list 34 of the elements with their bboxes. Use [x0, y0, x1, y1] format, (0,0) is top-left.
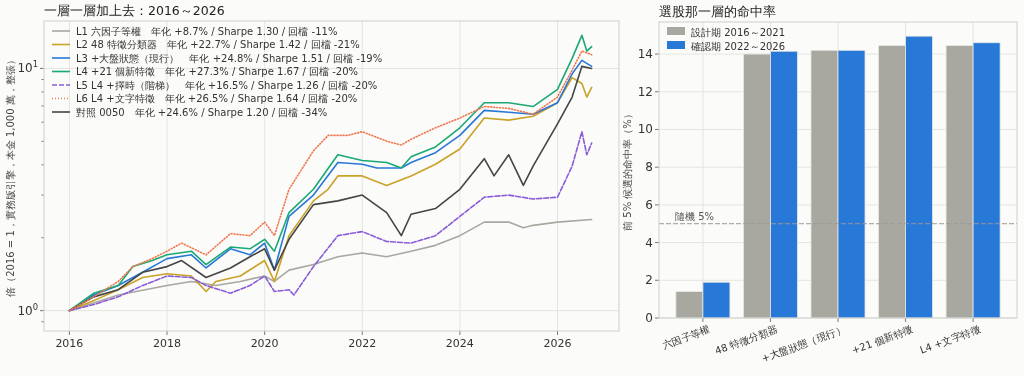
- x-tick-label: 2018: [153, 337, 182, 350]
- x-tick-label: 2026: [543, 337, 572, 350]
- x-tick-label: 2022: [348, 337, 377, 350]
- y-tick-label: 2: [645, 273, 653, 288]
- legend-label: L4 +21 個新特徵 年化 +27.3% / Sharpe 1.67 / 回檔 -20%: [76, 66, 359, 77]
- legend-label: L1 六因子等權 年化 +8.7% / Sharpe 1.30 / 回檔 -11%: [76, 25, 338, 37]
- x-tick-label: L4 +文字特徵: [918, 323, 982, 356]
- legend-label: 對照 0050 年化 +24.6% / Sharpe 1.20 / 回檔 -34%: [76, 106, 328, 118]
- x-tick-label: 六因子等權: [660, 323, 712, 351]
- x-tick-label: 2024: [445, 337, 474, 350]
- y-tick-label: 10$^{0}$: [17, 301, 38, 318]
- y-tick-label: 14: [637, 47, 653, 62]
- x-tick-label: +21 個新特徵: [850, 323, 915, 356]
- chart-title: 選股那一層的命中率: [659, 4, 776, 19]
- y-tick-label: 10$^{1}$: [17, 59, 38, 76]
- y-axis-title: 前 5% 候選的命中率（%）: [622, 109, 633, 231]
- y-tick-label: 0: [645, 311, 653, 325]
- line-series: [68, 130, 593, 312]
- legend-label: L6 L4 +文字特徵 年化 +26.5% / Sharpe 1.64 / 回檔 -20%: [76, 93, 358, 104]
- legend-label: 確認期 2022～2026: [690, 40, 786, 52]
- y-tick-label: 12: [637, 84, 653, 99]
- y-tick-label: 4: [645, 235, 653, 250]
- legend-label: L5 L4 +擇時（階梯） 年化 +16.5% / Sharpe 1.26 / 回檔 -20%: [76, 79, 378, 91]
- y-tick-label: 10: [637, 122, 653, 137]
- y-axis-title: 倍（2016 = 1，實務版引擎，本金 1,000 萬，整張）: [5, 55, 16, 297]
- legend-label: 設計期 2016～2021: [691, 26, 786, 38]
- x-tick-label: 2020: [250, 337, 279, 350]
- x-tick-label: 2016: [55, 337, 84, 350]
- legend-label: L3 +大盤狀態（現行） 年化 +24.8% / Sharpe 1.51 / 回檔 -19%: [76, 52, 383, 64]
- ref-line-label: 隨機 5%: [675, 210, 715, 222]
- chart-title: 一層一層加上去：2016～2026: [44, 3, 225, 18]
- y-tick-label: 8: [645, 160, 653, 175]
- legend-label: L2 48 特徵分類器 年化 +22.7% / Sharpe 1.42 / 回檔 -21%: [76, 39, 360, 50]
- y-tick-label: 6: [645, 197, 653, 212]
